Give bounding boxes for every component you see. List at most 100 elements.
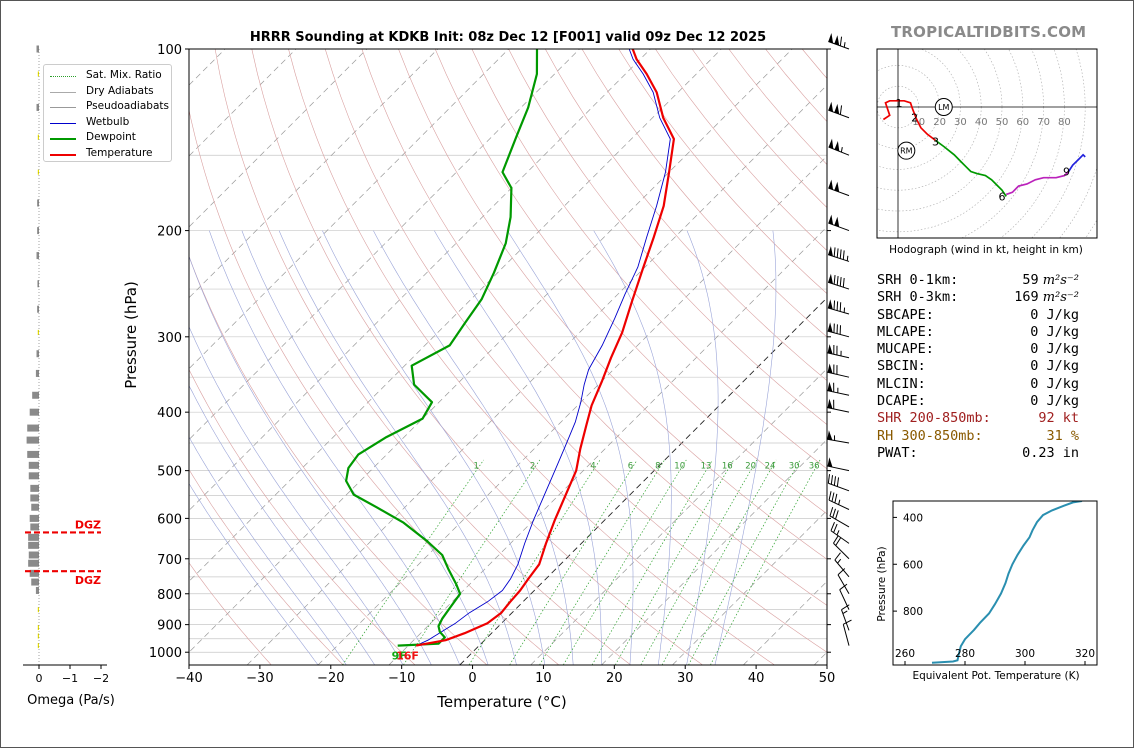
omega-bar [37, 280, 39, 288]
omega-bar [32, 391, 39, 399]
hodo-height-label: 3 [932, 135, 939, 148]
dry-adiabat [189, 368, 416, 665]
mixing-ratio-label: 2 [530, 462, 535, 472]
hodo-trace [882, 99, 936, 141]
stat-label: PWAT: [877, 444, 918, 461]
dgz-label: DGZ [75, 574, 101, 587]
y-tick-label: 800 [157, 588, 182, 603]
omega-bar [29, 569, 39, 577]
x-tick-label: −40 [175, 671, 202, 686]
isotherm [189, 49, 651, 511]
dry-adiabat [324, 49, 827, 653]
mixing-ratio-label: 13 [701, 462, 712, 472]
x-tick-label: 20 [606, 671, 623, 686]
y-tick-label: 700 [157, 553, 182, 568]
moist-adiabat [189, 436, 347, 665]
legend-label: Dewpoint [86, 131, 136, 144]
mixing-ratio-label: 1 [474, 462, 479, 472]
stat-label: SRH 0-1km: [877, 272, 959, 288]
omega-bar [37, 227, 39, 235]
stat-value: 0.23 in [1022, 444, 1079, 461]
omega-bar [37, 305, 39, 313]
omega-axis-label: Omega (Pa/s) [27, 693, 115, 708]
mixing-ratio-label: 4 [590, 462, 595, 472]
wind-barb [827, 246, 850, 262]
stat-label: RH 300-850mb: [877, 427, 983, 444]
moist-adiabat [507, 230, 634, 665]
omega-tick-label: −1 [62, 672, 78, 685]
omega-bar [37, 199, 39, 207]
skewt-plot-area: 1 2 4 6 8 10 13 16 20 24 30 36 [189, 49, 827, 665]
stat-value: 31 % [1046, 427, 1079, 444]
mixing-ratio-line [539, 459, 665, 665]
hodo-ring-label: 60 [1016, 117, 1029, 128]
legend-swatch [50, 76, 76, 77]
temperature-line [415, 49, 676, 647]
legend-label: Dry Adiabats [86, 84, 154, 97]
moist-adiabat [209, 230, 461, 665]
omega-bar [35, 586, 39, 594]
legend-label: Temperature [86, 147, 153, 159]
omega-bar [36, 350, 39, 358]
y-axis-label: Pressure (hPa) [122, 281, 140, 389]
omega-bar [29, 408, 39, 416]
isotherm [317, 155, 827, 665]
storm-motion-marker [897, 141, 916, 160]
theta-e-x-tick-label: 320 [1075, 648, 1095, 660]
x-tick-label: 0 [468, 671, 476, 686]
hodo-height-label: 1 [896, 97, 903, 110]
wetbulb-line [415, 49, 671, 647]
wind-barb [841, 604, 850, 631]
stat-value: 0 J/kg [1030, 323, 1079, 340]
wind-barb [827, 273, 850, 290]
dry-adiabat [581, 49, 827, 338]
isotherm [672, 509, 827, 665]
omega-bar [37, 71, 39, 77]
omega-bar [36, 45, 39, 53]
wind-barb [828, 179, 850, 197]
omega-bar [37, 134, 39, 140]
surface-dewpoint-label: 9F [392, 650, 407, 663]
wind-barb [837, 568, 850, 595]
omega-bar [35, 369, 39, 377]
theta-e-line [931, 501, 1083, 664]
x-tick-label: 50 [819, 671, 836, 686]
theta-e-y-tick-label: 800 [903, 606, 923, 618]
moist-adiabat [241, 230, 489, 665]
y-tick-label: 1000 [149, 646, 182, 661]
mixing-ratio-label: 36 [809, 462, 820, 472]
theta-e-area [931, 501, 1083, 664]
isotherm [189, 49, 368, 228]
stat-row: MLCIN: 0 J/kg [877, 376, 1079, 393]
stat-label: MLCIN: [877, 375, 926, 392]
wind-barb [828, 138, 850, 156]
dry-adiabat [214, 49, 631, 665]
theta-e-y-axis-label: Pressure (hPa) [876, 546, 888, 621]
stat-value: 0 J/kg [1030, 358, 1079, 375]
isotherm [189, 49, 509, 370]
dry-adiabat [288, 49, 775, 665]
legend-swatch [50, 91, 76, 93]
omega-bar [36, 252, 39, 260]
mixing-ratio-label: 10 [674, 462, 685, 472]
stat-row: SBCAPE: 0 J/kg [877, 307, 1079, 324]
stat-row: MLCAPE: 0 J/kg [877, 324, 1079, 341]
moist-adiabat [189, 326, 404, 665]
stat-value: 59 m²s⁻² [1022, 272, 1079, 288]
moist-adiabat [434, 230, 602, 665]
dry-adiabat [508, 49, 827, 425]
isotherm [459, 297, 827, 665]
wind-barb [829, 507, 850, 528]
dgz-label: DGZ [75, 518, 101, 531]
wind-barb [827, 457, 850, 472]
stat-value: 0 J/kg [1030, 393, 1079, 410]
stat-value: 0 J/kg [1030, 375, 1079, 392]
x-tick-label: 40 [748, 671, 765, 686]
moist-adiabat [593, 230, 672, 665]
hodo-ring-label: 40 [975, 117, 988, 128]
hodo-height-label: 9 [1063, 165, 1070, 178]
y-tick-label: 200 [157, 225, 182, 240]
stat-row: SRH 0-3km: 169 m²s⁻² [877, 289, 1079, 306]
stat-row: RH 300-850mb: 31 % [877, 428, 1079, 445]
